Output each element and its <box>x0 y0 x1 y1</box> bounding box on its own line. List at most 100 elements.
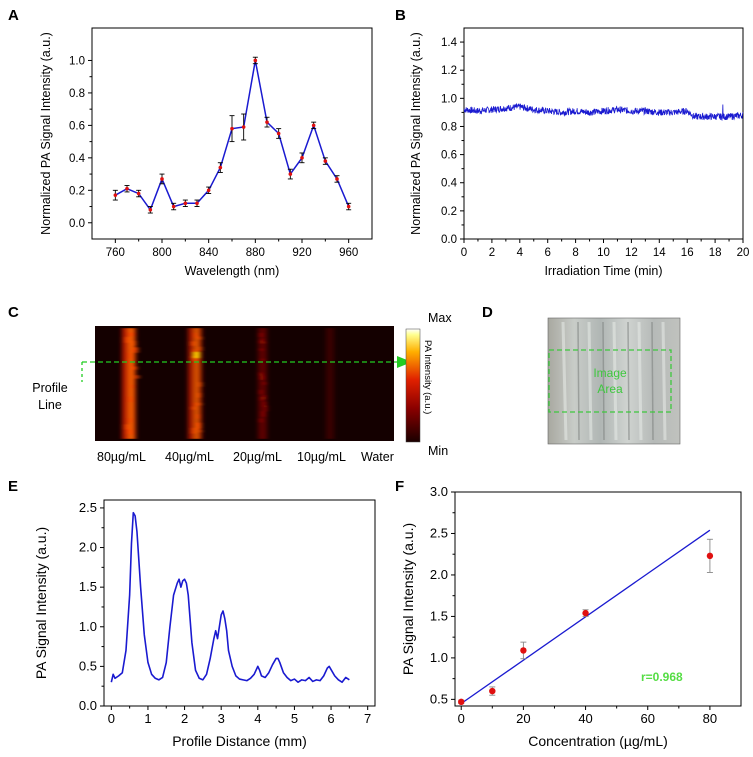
x-tick-label-a: 840 <box>199 247 218 259</box>
y-tick-label-f: 3.0 <box>430 484 448 499</box>
chart-a-wavelength: 760 800 840 880 920 960 0.0 0.2 0.4 0.6 0.8 1.0 Wave… <box>39 27 373 278</box>
data-point-f <box>582 609 589 617</box>
image-area-label-line2: Area <box>597 382 623 396</box>
heat-speckle <box>135 348 139 353</box>
panel-d-photo: Image Area <box>547 317 681 445</box>
data-point-a <box>323 159 328 163</box>
heat-speckle <box>136 375 140 379</box>
x-axis-label-f: Concentration (µg/mL) <box>528 733 668 749</box>
x-axis-label-b: Irradiation Time (min) <box>544 264 662 278</box>
heat-speckle <box>131 384 134 389</box>
panel-c-label: C <box>8 304 19 321</box>
x-tick-label-f: 40 <box>578 711 592 726</box>
chart-b-irradiation: 0 2 4 6 8 10 12 14 16 18 20 0.0 0.2 0.4 0.6 0.8 1.0 1.2 1.… <box>409 27 750 278</box>
heat-speckle <box>196 414 200 419</box>
y-tick-label-e: 1.0 <box>79 619 97 634</box>
y-tick-label-e: 2.5 <box>79 500 97 515</box>
x-tick-label-b: 12 <box>625 247 638 259</box>
data-point-a <box>148 207 153 212</box>
heat-stripe <box>258 328 267 439</box>
chart-f-concentration: 0 20 40 60 80 0.5 1.0 1.5 2.0 2.5 3.0 Concentration… <box>400 484 742 749</box>
heat-speckle <box>128 352 132 359</box>
data-point-a <box>218 165 223 170</box>
pa-image-background <box>95 326 394 441</box>
y-tick-label-a: 0.2 <box>69 185 85 197</box>
heat-speckle <box>198 422 202 429</box>
y-tick-label-f: 2.5 <box>430 525 448 540</box>
y-axis-label-b: Normalized PA Signal Intensity (a.u.) <box>409 32 423 235</box>
x-tick-label-f: 60 <box>641 711 655 726</box>
y-tick-label-b: 0.6 <box>441 150 457 162</box>
x-axis-label-a: Wavelength (nm) <box>185 264 280 278</box>
sample-label-10: 10µg/mL <box>297 450 346 464</box>
x-axis-label-e: Profile Distance (mm) <box>172 733 307 749</box>
y-tick-label-b: 1.0 <box>441 93 457 105</box>
x-tick-label-b: 2 <box>489 247 495 259</box>
x-tick-label-b: 14 <box>653 247 666 259</box>
colorbar-title: PA Intensity (a.u.) <box>422 340 433 414</box>
x-tick-label-e: 1 <box>144 711 151 726</box>
data-point-a <box>113 193 118 197</box>
x-tick-label-a: 920 <box>292 247 311 259</box>
chart-e-profile: 0 1 2 3 4 5 6 7 0.0 0.5 1.0 1.5 2.0 2.5 Profile Distan… <box>33 499 376 749</box>
heat-speckle <box>197 424 200 430</box>
data-point-a <box>241 125 246 129</box>
tube-highlights <box>561 321 667 441</box>
heat-speckle <box>198 392 201 398</box>
heat-speckle <box>263 401 266 407</box>
heat-speckle <box>131 332 135 337</box>
y-tick-label-b: 0.8 <box>441 121 457 133</box>
heat-speckle <box>199 336 202 340</box>
data-point-a <box>276 131 281 136</box>
plot-frame-b <box>463 27 744 240</box>
pa-signal-stripes <box>122 328 334 439</box>
heat-speckle <box>133 340 137 346</box>
heat-speckle <box>128 332 132 337</box>
heat-speckle <box>192 406 195 410</box>
x-tick-label-b: 8 <box>572 247 578 259</box>
data-point-a <box>160 177 164 181</box>
panel-f-label: F <box>395 478 404 495</box>
panel-c-pa-image: Profile Line 80µg/mL 40µg/mL 20µg/mL 10µ… <box>32 311 452 464</box>
tube-photo-border <box>547 317 681 445</box>
y-tick-label-b: 0.2 <box>441 206 457 218</box>
data-point-a <box>346 204 351 209</box>
x-tick-label-b: 0 <box>461 247 467 259</box>
image-area-label-line1: Image <box>593 366 627 380</box>
data-point-a <box>300 156 304 160</box>
heat-speckle <box>196 422 199 426</box>
heat-speckle <box>191 341 195 346</box>
y-tick-label-a: 0.4 <box>69 153 86 165</box>
x-tick-label-f: 0 <box>458 711 465 726</box>
sample-label-80: 80µg/mL <box>97 450 146 464</box>
panel-b-label: B <box>395 7 406 24</box>
profile-label-line2: Line <box>38 398 62 412</box>
x-tick-label-a: 880 <box>246 247 265 259</box>
x-tick-label-e: 7 <box>364 711 371 726</box>
x-tick-label-b: 6 <box>544 247 550 259</box>
heat-speckle <box>134 366 138 370</box>
y-tick-label-f: 2.0 <box>430 567 448 582</box>
x-tick-label-b: 4 <box>517 247 524 259</box>
x-tick-label-b: 10 <box>597 247 610 259</box>
data-point-a <box>288 172 293 176</box>
heat-speckle <box>125 337 128 343</box>
x-tick-label-b: 18 <box>709 247 722 259</box>
heat-speckle <box>131 349 135 352</box>
heat-speckle <box>194 402 197 407</box>
y-tick-label-b: 0.4 <box>441 178 458 190</box>
data-point-a <box>125 186 129 191</box>
heat-speckle <box>192 356 195 362</box>
heat-speckle <box>259 332 263 338</box>
x-tick-label-b: 20 <box>737 247 750 259</box>
colorbar-min-label: Min <box>428 444 448 458</box>
heat-speckle <box>125 424 128 430</box>
x-tick-label-e: 2 <box>181 711 188 726</box>
panel-d-label: D <box>482 304 493 321</box>
y-tick-label-a: 0.6 <box>69 120 85 132</box>
heat-speckle <box>262 341 266 344</box>
heat-speckle <box>199 382 203 387</box>
heat-speckle <box>127 428 130 435</box>
heat-speckle <box>194 332 197 337</box>
heat-speckle <box>259 418 262 423</box>
